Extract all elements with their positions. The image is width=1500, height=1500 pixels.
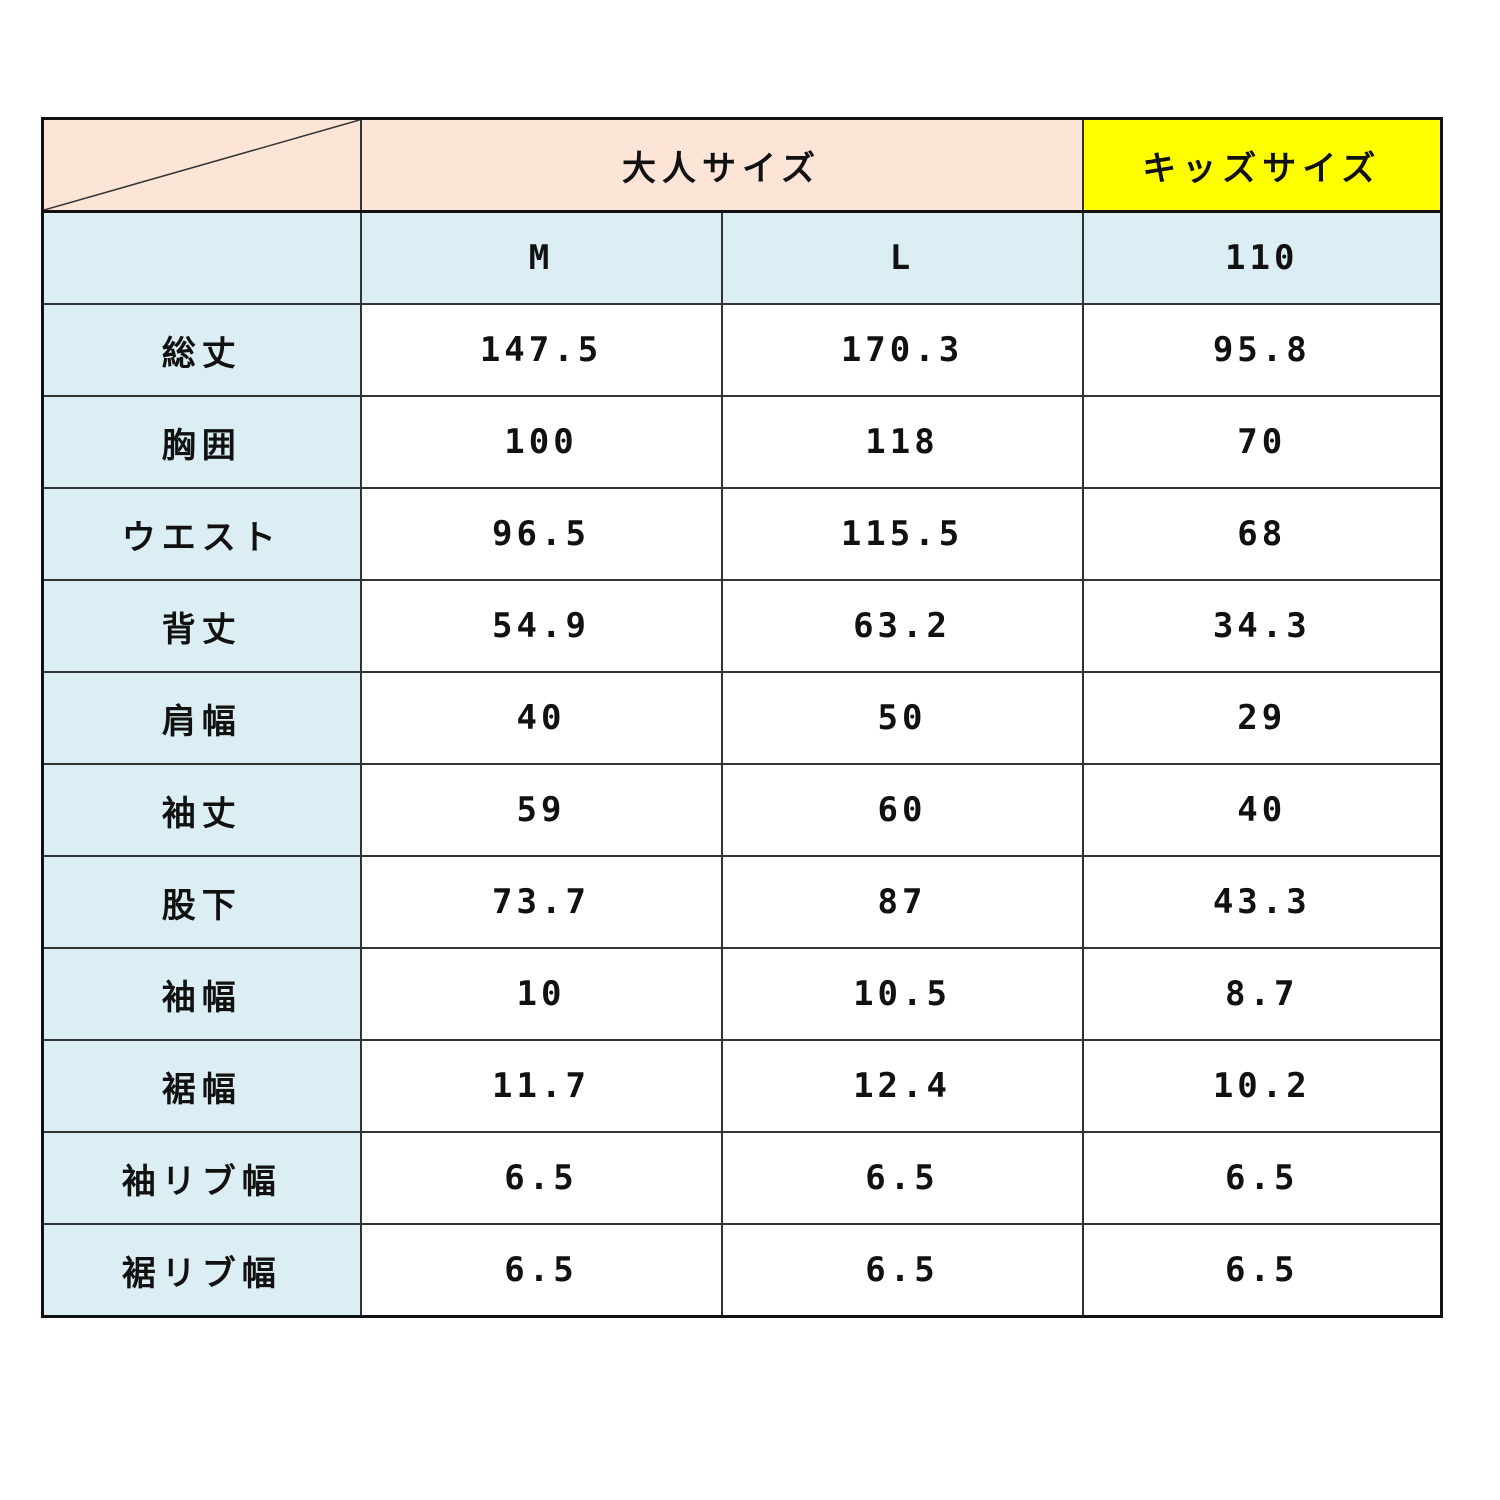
- measurement-row: 裾幅 11.7 12.4 10.2: [41, 1039, 1443, 1133]
- size-l-header: L: [720, 210, 1084, 305]
- measurement-value: 50: [720, 671, 1084, 765]
- category-header-row: 大人サイズ キッズサイズ: [41, 117, 1443, 213]
- measurement-row: 袖幅 10 10.5 8.7: [41, 947, 1443, 1041]
- measurement-value: 87: [720, 855, 1084, 949]
- measurement-value: 6.5: [359, 1131, 723, 1225]
- measurement-row: 肩幅 40 50 29: [41, 671, 1443, 765]
- measurement-label: 袖幅: [41, 947, 362, 1041]
- measurement-row: 袖丈 59 60 40: [41, 763, 1443, 857]
- measurement-value: 12.4: [720, 1039, 1084, 1133]
- measurement-value: 54.9: [359, 579, 723, 673]
- measurement-value: 63.2: [720, 579, 1084, 673]
- measurement-value: 70: [1081, 395, 1443, 489]
- measurement-value: 147.5: [359, 303, 723, 397]
- kids-size-header: キッズサイズ: [1081, 117, 1443, 213]
- diagonal-line: [44, 120, 360, 210]
- measurement-row: 股下 73.7 87 43.3: [41, 855, 1443, 949]
- measurement-value: 100: [359, 395, 723, 489]
- measurement-label: 胸囲: [41, 395, 362, 489]
- measurement-label: 裾リブ幅: [41, 1223, 362, 1318]
- measurement-value: 40: [1081, 763, 1443, 857]
- size-name-row: M L 110: [41, 210, 1443, 305]
- measurement-value: 34.3: [1081, 579, 1443, 673]
- measurement-value: 115.5: [720, 487, 1084, 581]
- measurement-value: 6.5: [1081, 1131, 1443, 1225]
- measurement-value: 73.7: [359, 855, 723, 949]
- measurement-value: 59: [359, 763, 723, 857]
- measurement-label: 袖丈: [41, 763, 362, 857]
- measurement-value: 6.5: [720, 1131, 1084, 1225]
- size-110-header: 110: [1081, 210, 1443, 305]
- measurement-label: 股下: [41, 855, 362, 949]
- measurement-value: 6.5: [1081, 1223, 1443, 1318]
- measurement-value: 60: [720, 763, 1084, 857]
- measurement-label: 背丈: [41, 579, 362, 673]
- measurement-row: 総丈 147.5 170.3 95.8: [41, 303, 1443, 397]
- measurement-value: 95.8: [1081, 303, 1443, 397]
- measurement-value: 11.7: [359, 1039, 723, 1133]
- adult-size-header: 大人サイズ: [359, 117, 1084, 213]
- size-m-header: M: [359, 210, 723, 305]
- size-chart-table: 大人サイズ キッズサイズ M L 110 総丈 147.5 170.3 95.8 胸囲 1…: [41, 117, 1444, 1318]
- measurement-label: 総丈: [41, 303, 362, 397]
- measurement-row: 胸囲 100 118 70: [41, 395, 1443, 489]
- measurement-row: ウエスト 96.5 115.5 68: [41, 487, 1443, 581]
- empty-label-cell: [41, 210, 362, 305]
- measurement-value: 43.3: [1081, 855, 1443, 949]
- measurement-row: 背丈 54.9 63.2 34.3: [41, 579, 1443, 673]
- measurement-row: 袖リブ幅 6.5 6.5 6.5: [41, 1131, 1443, 1225]
- measurement-value: 96.5: [359, 487, 723, 581]
- measurement-label: 裾幅: [41, 1039, 362, 1133]
- measurement-value: 68: [1081, 487, 1443, 581]
- measurement-value: 8.7: [1081, 947, 1443, 1041]
- measurement-value: 40: [359, 671, 723, 765]
- measurement-value: 6.5: [720, 1223, 1084, 1318]
- measurement-value: 10: [359, 947, 723, 1041]
- measurement-value: 10.2: [1081, 1039, 1443, 1133]
- measurement-row: 裾リブ幅 6.5 6.5 6.5: [41, 1223, 1443, 1318]
- measurement-value: 118: [720, 395, 1084, 489]
- measurement-label: 袖リブ幅: [41, 1131, 362, 1225]
- measurement-value: 170.3: [720, 303, 1084, 397]
- measurement-label: 肩幅: [41, 671, 362, 765]
- measurement-label: ウエスト: [41, 487, 362, 581]
- diagonal-corner-cell: [41, 117, 362, 213]
- measurement-value: 6.5: [359, 1223, 723, 1318]
- measurement-value: 10.5: [720, 947, 1084, 1041]
- measurement-value: 29: [1081, 671, 1443, 765]
